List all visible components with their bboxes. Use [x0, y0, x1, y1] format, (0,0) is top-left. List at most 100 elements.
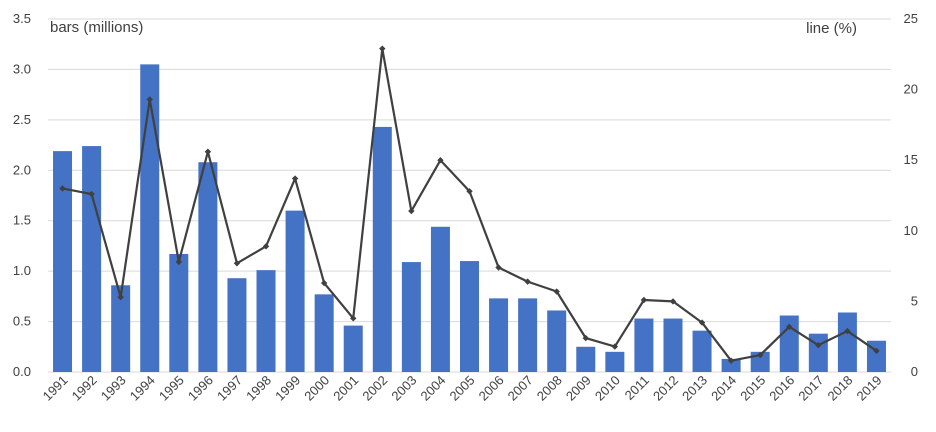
left-tick-label: 0.0: [13, 364, 31, 379]
x-tick-label: 2003: [388, 373, 419, 404]
line-point: [553, 288, 560, 295]
left-axis-ticks: 0.0 0.5 1.0 1.5 2.0 2.5 3.0 3.5: [13, 11, 31, 379]
x-tick-label: 2002: [359, 373, 390, 404]
x-tick-label: 2013: [679, 373, 710, 404]
bar: [372, 126, 392, 372]
right-tick-label: 20: [904, 82, 918, 97]
x-tick-label: 2007: [505, 373, 536, 404]
line-point: [350, 315, 357, 322]
left-axis-title: bars (millions): [50, 19, 143, 36]
bar: [576, 346, 596, 372]
bar: [634, 318, 654, 372]
left-tick-label: 2.5: [13, 112, 31, 127]
bar: [837, 312, 857, 372]
left-tick-label: 1.0: [13, 263, 31, 278]
x-tick-label: 2005: [447, 373, 478, 404]
x-tick-label: 2016: [766, 373, 797, 404]
x-axis-ticks: 1991199219931994199519961997199819992000…: [40, 373, 885, 404]
line-point: [379, 45, 386, 52]
x-tick-label: 2018: [824, 373, 855, 404]
x-tick-label: 2001: [330, 373, 361, 404]
x-tick-label: 2006: [476, 373, 507, 404]
line-point: [175, 258, 183, 266]
x-tick-label: 2017: [795, 373, 826, 404]
line-series: [59, 45, 880, 364]
right-tick-label: 0: [911, 364, 918, 379]
line-point: [204, 148, 212, 155]
x-tick-label: 1998: [243, 373, 274, 404]
bar: [111, 285, 131, 372]
left-tick-label: 1.5: [13, 213, 31, 228]
bar: [198, 162, 218, 372]
line-point: [437, 157, 444, 164]
line-point: [640, 296, 648, 304]
bar: [343, 325, 363, 372]
bar: [256, 270, 276, 372]
bar: [489, 298, 509, 372]
line-point: [873, 347, 880, 355]
bar: [169, 253, 189, 372]
bar: [547, 310, 567, 372]
left-tick-label: 2.0: [13, 162, 31, 177]
line-point: [59, 185, 66, 192]
line-point: [88, 190, 95, 198]
right-tick-label: 25: [904, 11, 918, 26]
x-tick-label: 2015: [737, 373, 768, 404]
right-tick-label: 5: [911, 293, 918, 308]
x-tick-label: 2004: [417, 373, 448, 404]
x-tick-label: 1999: [272, 373, 303, 404]
line-point: [291, 175, 299, 182]
bar: [227, 278, 247, 372]
line-point: [844, 327, 851, 335]
x-tick-label: 1996: [185, 373, 216, 404]
x-tick-label: 1994: [127, 373, 158, 404]
x-tick-label: 1995: [156, 373, 187, 404]
line-point: [495, 264, 502, 271]
x-tick-label: 2010: [592, 373, 623, 404]
x-tick-label: 1993: [98, 373, 129, 404]
x-tick-label: 2011: [622, 373, 652, 403]
line-point: [524, 278, 531, 285]
line-point: [756, 351, 764, 359]
line-point: [320, 279, 328, 287]
line-point: [146, 96, 153, 103]
line-point: [786, 323, 793, 331]
left-tick-label: 0.5: [13, 314, 31, 329]
line-point: [698, 319, 706, 326]
bar: [460, 261, 479, 372]
bar: [430, 226, 450, 372]
bar: [605, 351, 625, 372]
line-point: [611, 343, 619, 350]
bar: [285, 210, 305, 372]
right-axis-ticks: 0 5 10 15 20 25: [904, 11, 918, 379]
line-point: [582, 334, 589, 342]
x-tick-label: 2014: [708, 373, 739, 404]
line-point: [117, 293, 124, 301]
left-tick-label: 3.5: [13, 11, 31, 26]
bar: [82, 146, 102, 372]
line-point: [233, 260, 241, 267]
x-tick-label: 1991: [40, 373, 71, 404]
bar: [692, 330, 712, 372]
line-point: [262, 243, 270, 250]
x-tick-label: 2012: [650, 373, 681, 404]
right-tick-label: 15: [904, 152, 918, 167]
bar: [721, 358, 741, 372]
bar: [53, 151, 73, 372]
bar: [401, 262, 421, 372]
x-tick-label: 2009: [563, 373, 594, 404]
left-tick-label: 3.0: [13, 61, 31, 76]
line-point: [815, 341, 822, 349]
x-tick-label: 2008: [534, 373, 565, 404]
right-tick-label: 10: [904, 223, 918, 238]
x-tick-label: 2000: [301, 373, 332, 404]
line-point: [669, 298, 677, 305]
line-point: [727, 357, 735, 364]
bar: [663, 318, 683, 372]
bar: [518, 298, 538, 372]
x-tick-label: 2019: [854, 373, 885, 404]
line-point: [466, 188, 473, 195]
x-tick-label: 1992: [69, 373, 100, 404]
line-point: [408, 207, 415, 215]
